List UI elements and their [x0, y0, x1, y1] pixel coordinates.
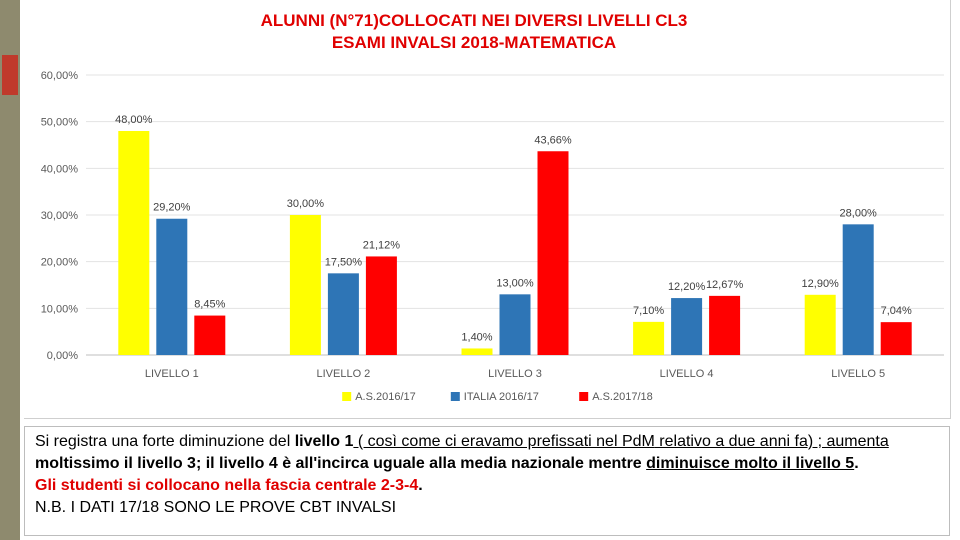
- comment-line-1: Si registra una forte diminuzione del li…: [35, 431, 939, 453]
- data-label: 12,90%: [802, 278, 840, 290]
- data-label: 12,67%: [706, 279, 744, 291]
- bar: [365, 256, 397, 355]
- data-label: 48,00%: [115, 114, 153, 126]
- bar: [461, 348, 493, 355]
- comment-line-4: N.B. I DATI 17/18 SONO LE PROVE CBT INVA…: [35, 499, 397, 516]
- bar: [537, 151, 569, 355]
- chart-area: 0,00% 10,00% 20,00% 30,00% 40,00% 50,00% 60,00…: [24, 0, 951, 419]
- comment-line-3-part-b: .: [418, 477, 423, 494]
- y-tick-label: 10,00%: [41, 303, 79, 315]
- y-tick-label: 60,00%: [41, 70, 79, 82]
- slide-accent-mark: [2, 55, 18, 95]
- x-tick-label: LIVELLO 1: [145, 368, 199, 380]
- chart-title-line1: ALUNNI (N°71)COLLOCATI NEI DIVERSI LIVEL…: [260, 11, 688, 30]
- bar: [499, 294, 531, 355]
- y-tick-label: 20,00%: [41, 257, 79, 269]
- legend-label: A.S.2016/17: [355, 391, 416, 403]
- chart-title-line2: ESAMI INVALSI 2018-MATEMATICA: [331, 33, 617, 52]
- y-tick-label: 30,00%: [41, 210, 79, 222]
- bar: [880, 322, 912, 355]
- data-label: 28,00%: [840, 207, 878, 219]
- bar: [671, 298, 703, 355]
- data-label: 1,40%: [461, 331, 492, 343]
- bar: [842, 224, 874, 355]
- comment-line-2-part-a: moltissimo il livello 3; il livello 4 è …: [35, 455, 647, 472]
- y-tick-label: 40,00%: [41, 163, 79, 175]
- comment-line-1-part-e: relativo a due anni fa) ; aumenta: [654, 433, 889, 450]
- data-label: 8,45%: [194, 299, 225, 311]
- bar: [194, 315, 226, 355]
- x-tick-label: LIVELLO 4: [660, 368, 714, 380]
- chart-title: ALUNNI (N°71)COLLOCATI NEI DIVERSI LIVEL…: [24, 10, 924, 54]
- comment-line-2: moltissimo il livello 3; il livello 4 è …: [35, 453, 939, 475]
- data-label: 7,04%: [881, 305, 912, 317]
- x-tick-label: LIVELLO 5: [831, 368, 885, 380]
- bar: [709, 295, 741, 355]
- bar: [289, 215, 321, 355]
- data-label: 30,00%: [287, 198, 325, 210]
- comment-line-1-part-a: Si registra una forte diminuzione del: [35, 433, 295, 450]
- bar: [118, 131, 150, 355]
- comment-line-2-part-c: livello 5: [795, 455, 855, 472]
- legend-swatch: [450, 392, 460, 401]
- comment-line-1-part-d: M: [641, 433, 655, 450]
- data-label: 7,10%: [633, 305, 664, 317]
- data-label: 12,20%: [668, 281, 706, 293]
- x-tick-label: LIVELLO 3: [488, 368, 542, 380]
- data-label: 43,66%: [534, 134, 572, 146]
- bar: [633, 321, 665, 355]
- comment-line-1-part-c: ( così come ci eravamo prefissati nel Pd: [353, 433, 642, 450]
- bar: [156, 218, 188, 355]
- data-label: 13,00%: [496, 277, 534, 289]
- comment-line-2-part-b: diminuisce molto il: [646, 455, 796, 472]
- x-tick-label: LIVELLO 2: [316, 368, 370, 380]
- y-tick-label: 0,00%: [47, 350, 78, 362]
- bar-chart: 0,00% 10,00% 20,00% 30,00% 40,00% 50,00% 60,00…: [41, 70, 944, 403]
- slide-left-strip: [0, 0, 20, 540]
- y-tick-label: 50,00%: [41, 117, 79, 129]
- bar: [327, 273, 359, 355]
- data-label: 21,12%: [363, 239, 401, 251]
- legend-label: A.S.2017/18: [592, 391, 653, 403]
- data-label: 17,50%: [325, 256, 363, 268]
- legend-label: ITALIA 2016/17: [464, 391, 539, 403]
- data-label: 29,20%: [153, 202, 191, 214]
- comment-text-box: Si registra una forte diminuzione del li…: [24, 426, 950, 536]
- slide: 0,00% 10,00% 20,00% 30,00% 40,00% 50,00% 60,00…: [20, 0, 960, 540]
- comment-line-3: Gli studenti si collocano nella fascia c…: [35, 475, 939, 497]
- comment-line-3-part-a: Gli studenti si collocano nella fascia c…: [35, 477, 419, 494]
- comment-line-1-part-b: livello 1: [294, 433, 354, 450]
- comment-line-2-part-d: .: [854, 455, 859, 472]
- legend-swatch: [579, 392, 589, 401]
- legend-swatch: [342, 392, 352, 401]
- bar: [804, 294, 836, 355]
